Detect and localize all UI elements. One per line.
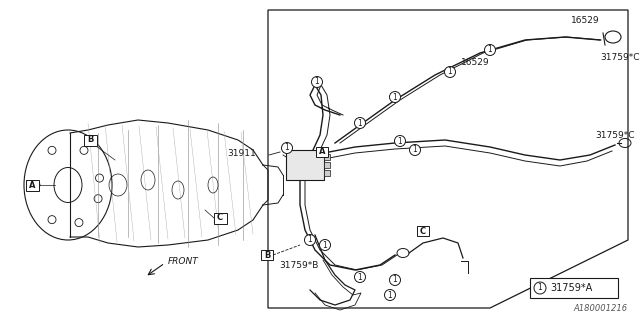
Circle shape <box>445 67 456 77</box>
Text: 31759*C: 31759*C <box>595 131 634 140</box>
Bar <box>324 162 330 168</box>
Bar <box>417 226 429 236</box>
Circle shape <box>355 117 365 129</box>
Text: FRONT: FRONT <box>168 257 199 266</box>
Text: 1: 1 <box>488 45 492 54</box>
Bar <box>83 134 97 146</box>
Text: 1: 1 <box>315 77 319 86</box>
Bar <box>261 250 273 260</box>
Bar <box>316 147 328 157</box>
Text: 31759*A: 31759*A <box>550 283 592 293</box>
Text: 16529: 16529 <box>461 58 490 67</box>
Text: 1: 1 <box>447 68 452 76</box>
Circle shape <box>394 135 406 147</box>
Text: 1: 1 <box>358 273 362 282</box>
Text: 1: 1 <box>358 118 362 127</box>
Text: 1: 1 <box>538 284 542 292</box>
Text: 31759*B: 31759*B <box>279 260 318 269</box>
Text: C: C <box>217 213 223 222</box>
Circle shape <box>390 275 401 285</box>
Text: 1: 1 <box>392 92 397 101</box>
Circle shape <box>312 76 323 87</box>
Circle shape <box>410 145 420 156</box>
Circle shape <box>319 239 330 251</box>
Text: A: A <box>319 148 325 156</box>
Circle shape <box>282 142 292 154</box>
Circle shape <box>355 271 365 283</box>
Text: 1: 1 <box>285 143 289 153</box>
Text: 1: 1 <box>308 236 312 244</box>
Circle shape <box>385 290 396 300</box>
Text: A180001216: A180001216 <box>574 304 628 313</box>
Text: A: A <box>29 180 35 189</box>
Bar <box>286 150 324 180</box>
Text: 1: 1 <box>388 291 392 300</box>
Text: 1: 1 <box>413 146 417 155</box>
Text: 1: 1 <box>323 241 328 250</box>
Text: B: B <box>264 251 270 260</box>
Text: 31911: 31911 <box>227 148 256 157</box>
Bar <box>214 212 227 223</box>
Circle shape <box>390 92 401 102</box>
Text: 16529: 16529 <box>571 16 599 25</box>
Circle shape <box>484 44 495 55</box>
Text: B: B <box>87 135 93 145</box>
Bar <box>26 180 38 190</box>
Text: 31759*C: 31759*C <box>600 52 639 61</box>
Bar <box>324 170 330 176</box>
Bar <box>530 278 618 298</box>
Text: 1: 1 <box>392 276 397 284</box>
Text: 1: 1 <box>397 137 403 146</box>
Bar <box>324 154 330 160</box>
Circle shape <box>534 282 546 294</box>
Circle shape <box>305 235 316 245</box>
Text: C: C <box>420 227 426 236</box>
